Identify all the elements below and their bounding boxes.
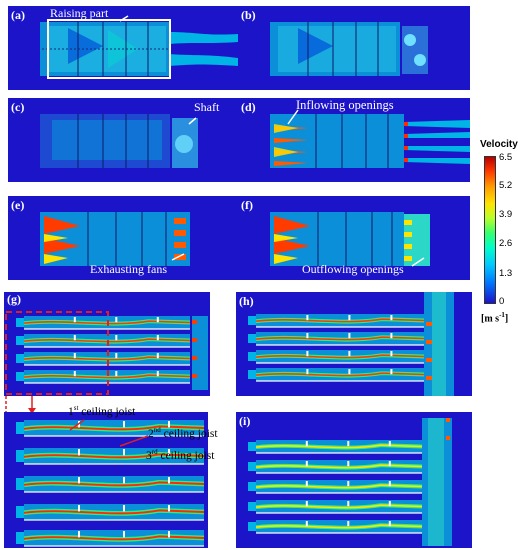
panel-label: (i) <box>239 414 251 428</box>
legend-tick: 2.6 <box>499 238 513 249</box>
zoom-connector <box>5 396 36 414</box>
panel-b: (b) <box>238 6 470 90</box>
exhausting-fans-label: Exhausting fans <box>90 262 167 276</box>
legend-tick: 1.3 <box>499 268 513 279</box>
panel-label: (f) <box>241 198 253 212</box>
joist-label-3: 3rd ceiling joist <box>146 448 215 462</box>
legend-tick: 6.5 <box>499 152 513 163</box>
panel-label: (a) <box>11 8 25 22</box>
panel-g: (g) <box>4 292 210 396</box>
panel-label: (d) <box>241 100 256 114</box>
panel-d: (d) Inflowing openings <box>238 98 470 182</box>
panel-label: (g) <box>7 292 21 306</box>
joist-label-2: 2nd ceiling joist <box>148 426 218 440</box>
panel-i: (i) <box>236 412 472 548</box>
shaft-label: Shaft <box>194 100 220 114</box>
joist-label-1: 1st ceiling joist <box>68 404 136 418</box>
panel-g-zoom <box>4 412 208 548</box>
panel-f: (f) Outflowing openings <box>238 196 470 280</box>
legend-tick: 5.2 <box>499 180 513 191</box>
inflowing-openings-label: Inflowing openings <box>296 98 394 112</box>
legend-tick: 3.9 <box>499 209 513 220</box>
panel-c: (c) Shaft <box>8 98 240 182</box>
panel-label: (c) <box>11 100 25 114</box>
legend-title: Velocity <box>480 139 518 150</box>
legend-tick: 0 <box>499 296 505 307</box>
joist-pointer-arrows <box>69 419 149 447</box>
panel-h: (h) <box>236 292 472 396</box>
panel-e: (e) Exhausting fans <box>8 196 240 280</box>
outflowing-openings-label: Outflowing openings <box>302 262 404 276</box>
raising-part-label: Raising part <box>50 6 109 20</box>
velocity-colorbar <box>484 156 496 304</box>
legend-unit: [m s-1] <box>481 311 509 325</box>
panel-label: (b) <box>241 8 256 22</box>
panel-label: (e) <box>11 198 25 212</box>
panel-label: (h) <box>239 294 254 308</box>
panel-a: (a) Raising part <box>8 6 240 90</box>
